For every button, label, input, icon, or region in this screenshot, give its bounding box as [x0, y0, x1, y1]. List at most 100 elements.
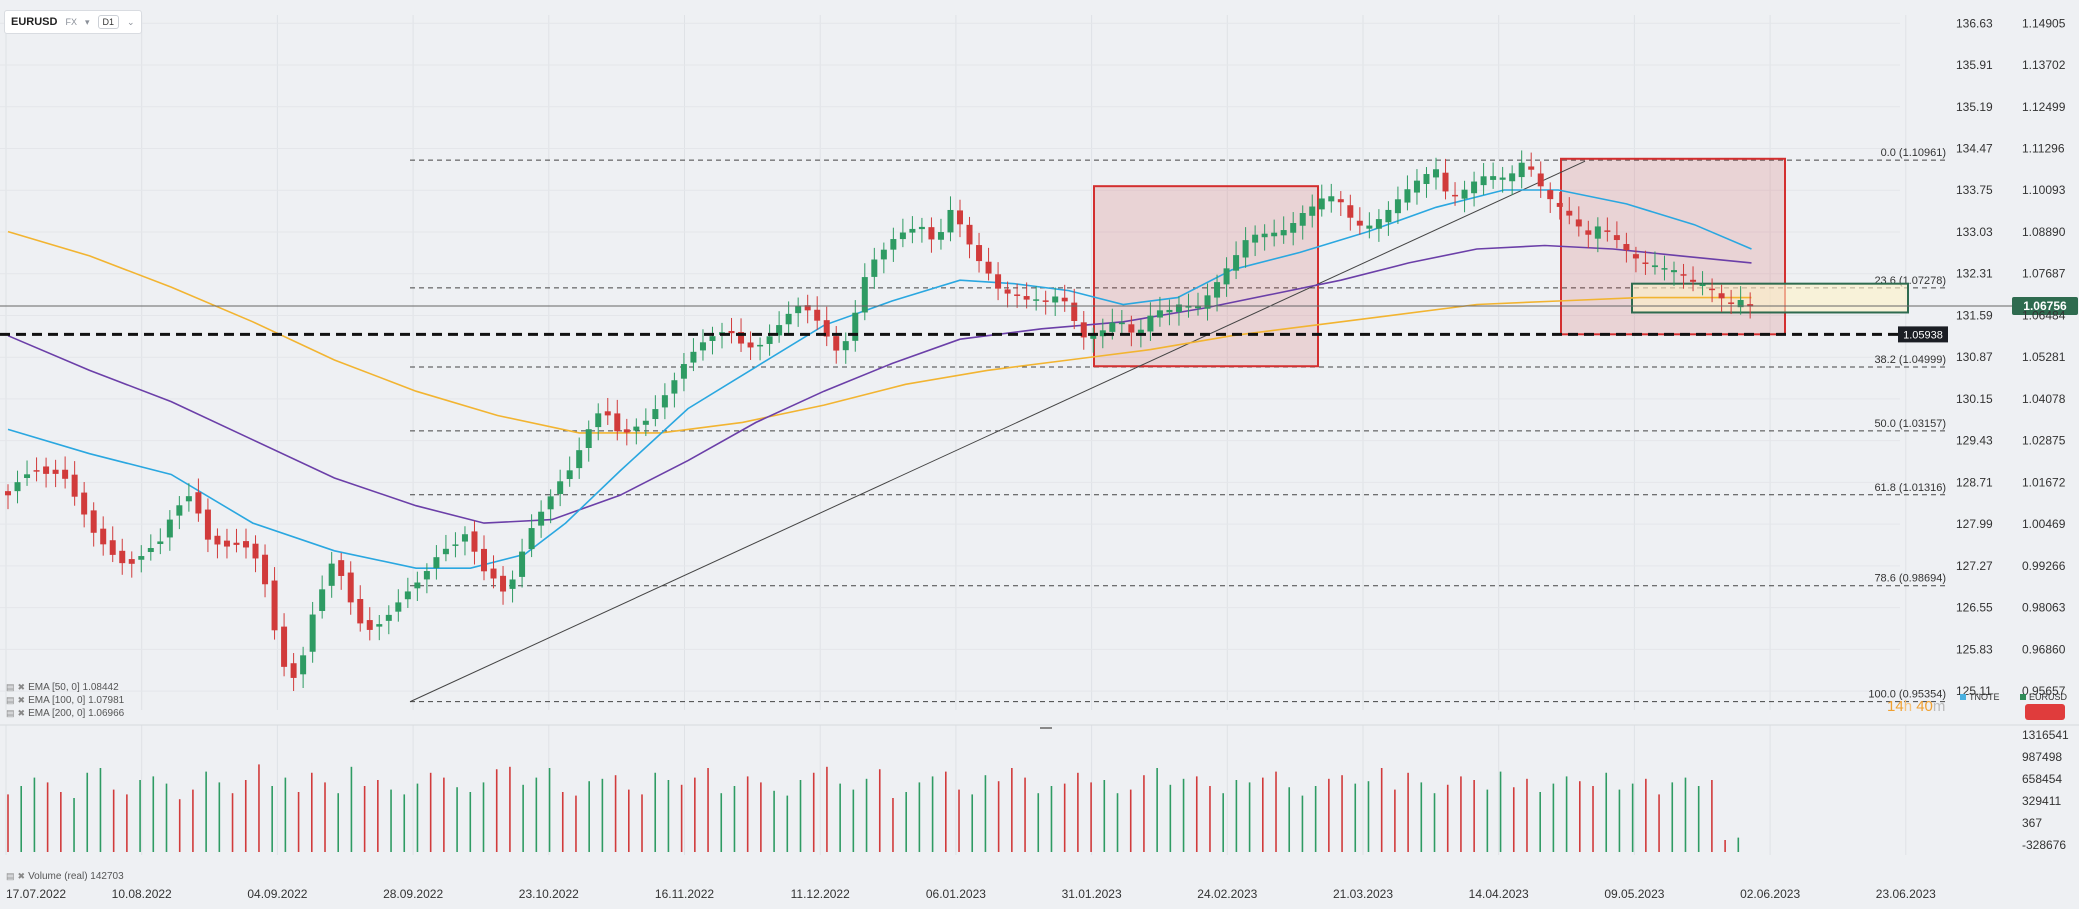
candle-body: [642, 420, 649, 425]
candle-body: [223, 540, 230, 547]
candle-body: [1299, 213, 1306, 226]
candle-body: [880, 249, 887, 260]
candle-body: [871, 259, 878, 277]
candle-body: [1471, 181, 1478, 194]
tnote-color: [1960, 694, 1966, 700]
candle-body: [52, 469, 59, 474]
candle-body: [1004, 289, 1011, 294]
candle-body: [937, 232, 944, 240]
candle-body: [738, 332, 745, 344]
x-tick-label: 31.01.2023: [1062, 887, 1122, 901]
candle-body: [414, 582, 421, 589]
fib-level-label: 50.0 (1.03157): [1874, 418, 1946, 430]
candle-body: [271, 580, 278, 631]
candle-body: [1528, 166, 1535, 170]
candle-body: [281, 626, 288, 667]
y-left-tick-label: 128.71: [1956, 475, 1993, 489]
candle-body: [423, 571, 430, 580]
ema200-legend[interactable]: ▤ ✖ EMA [200, 0] 1.06966: [6, 708, 125, 719]
y-left-tick-label: 130.87: [1956, 350, 1993, 364]
volume-tick-label: -328676: [2022, 838, 2066, 852]
candle-body: [119, 550, 126, 564]
candle-body: [899, 232, 906, 240]
candle-body: [1252, 234, 1259, 243]
y-right-tick-label: 1.13702: [2022, 58, 2066, 72]
candle-body: [566, 470, 573, 480]
timeframe-select[interactable]: D1: [97, 15, 120, 29]
y-right-tick-label: 1.12499: [2022, 100, 2066, 114]
candle-body: [1175, 304, 1182, 312]
close-icon[interactable]: ✖: [17, 871, 26, 881]
candle-body: [1490, 176, 1497, 180]
candle-body: [1099, 330, 1106, 337]
volume-tick-label: 658454: [2022, 772, 2062, 786]
close-icon[interactable]: ✖: [17, 708, 26, 718]
volume-legend[interactable]: ▤ ✖ Volume (real) 142703: [6, 871, 124, 882]
candle-body: [1537, 173, 1544, 187]
x-tick-label: 11.12.2022: [791, 887, 850, 901]
candle-body: [395, 602, 402, 612]
symbol-selector[interactable]: EURUSD FX ▾ D1 ⌄: [4, 10, 142, 34]
chart-grid: [0, 15, 1907, 855]
uptrend-line: [409, 160, 1586, 703]
candle-body: [1690, 279, 1697, 282]
eurusd-legend[interactable]: EURUSD: [2020, 692, 2067, 702]
chevron-down-icon[interactable]: ⌄: [127, 16, 135, 27]
candle-body: [1014, 294, 1021, 296]
x-tick-label: 02.06.2023: [1740, 887, 1800, 901]
candle-body: [1195, 306, 1201, 309]
candle-body: [1480, 176, 1487, 186]
candle-body: [128, 559, 135, 564]
candle-body: [795, 305, 802, 314]
candle-body: [490, 568, 497, 579]
close-icon[interactable]: ✖: [17, 695, 26, 705]
candle-body: [861, 277, 868, 313]
candle-body: [585, 429, 592, 449]
y-left-tick-label: 129.43: [1956, 434, 1993, 448]
settings-icon[interactable]: ▤: [6, 871, 15, 881]
fib-level-label: 38.2 (1.04999): [1874, 354, 1946, 366]
candle-body: [1718, 293, 1725, 299]
price-levels: 1.06756 1.05938: [0, 297, 2078, 343]
y-right-tick-label: 1.14905: [2022, 16, 2066, 30]
candle-body: [1156, 310, 1163, 318]
candle-body: [1413, 180, 1420, 193]
eurusd-toggle-button[interactable]: [2025, 704, 2065, 720]
volume-panel: 1316541 987498 658454 329411 367 -328676: [0, 724, 2079, 852]
candle-body: [623, 429, 630, 433]
candle-body: [157, 541, 164, 545]
chevron-down-icon[interactable]: ▾: [84, 16, 90, 27]
settings-icon[interactable]: ▤: [6, 682, 15, 692]
candle-body: [500, 575, 507, 592]
ema100-legend[interactable]: ▤ ✖ EMA [100, 0] 1.07981: [6, 695, 125, 706]
candle-body: [690, 351, 697, 363]
volume-tick-label: 367: [2022, 816, 2042, 830]
candle-body: [966, 224, 973, 245]
candle-body: [909, 228, 916, 233]
candle-body: [195, 492, 202, 514]
x-tick-label: 16.11.2022: [655, 887, 714, 901]
candle-body: [633, 426, 640, 431]
settings-icon[interactable]: ▤: [6, 708, 15, 718]
candle-body: [995, 274, 1002, 289]
candle-body: [1366, 225, 1373, 229]
candle-body: [547, 496, 554, 510]
tnote-legend[interactable]: TNOTE: [1960, 692, 2000, 702]
candle-body: [290, 663, 297, 678]
candle-body: [166, 519, 173, 538]
candle-body: [614, 413, 621, 432]
candle-body: [1394, 199, 1401, 214]
candle-body: [1318, 198, 1325, 210]
y-left-tick-label: 133.75: [1956, 183, 1993, 197]
candle-body: [757, 344, 764, 347]
candle-body: [262, 554, 269, 585]
x-tick-label: 06.01.2023: [926, 887, 986, 901]
close-icon[interactable]: ✖: [17, 682, 26, 692]
y-left-tick-label: 126.55: [1956, 601, 1993, 615]
candle-body: [947, 209, 954, 233]
candle-body: [138, 556, 145, 560]
ema50-legend[interactable]: ▤ ✖ EMA [50, 0] 1.08442: [6, 682, 119, 693]
candle-body: [1709, 288, 1716, 291]
settings-icon[interactable]: ▤: [6, 695, 15, 705]
